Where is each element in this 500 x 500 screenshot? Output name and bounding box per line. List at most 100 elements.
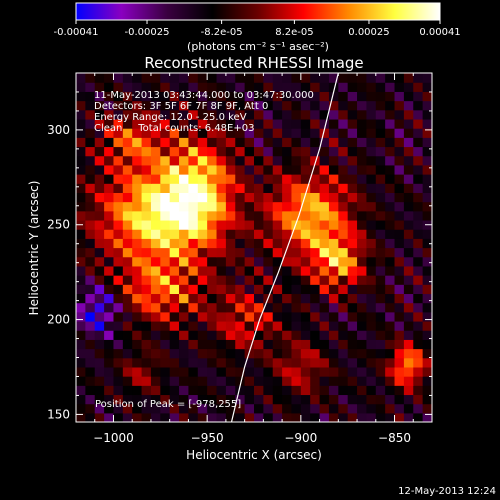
heatmap-cell [141, 192, 152, 203]
heatmap-cell [225, 91, 236, 102]
heatmap-cell [132, 385, 143, 396]
heatmap-cell [85, 412, 96, 422]
heatmap-cell [235, 82, 246, 92]
heatmap-cell [366, 385, 377, 396]
heatmap-cell [235, 339, 246, 350]
heatmap-cell [207, 247, 218, 258]
heatmap-cell [366, 219, 377, 230]
heatmap-cell [347, 330, 358, 340]
heatmap-cell [104, 201, 115, 212]
heatmap-cell [150, 192, 161, 203]
heatmap-cell [235, 320, 246, 331]
heatmap-cell [357, 146, 368, 157]
heatmap-cell [403, 238, 414, 249]
heatmap-cell [291, 109, 302, 120]
heatmap-cell [254, 357, 264, 368]
heatmap-cell [385, 155, 396, 166]
heatmap-cell [132, 348, 143, 359]
heatmap-cell [169, 348, 180, 359]
heatmap-cell [272, 73, 283, 83]
heatmap-cell [244, 229, 255, 239]
heatmap-cell [422, 293, 432, 304]
heatmap-cell [263, 376, 274, 386]
heatmap-cell [375, 238, 386, 249]
heatmap-cell [179, 412, 190, 422]
heatmap-cell [291, 238, 302, 249]
heatmap-cell [366, 109, 377, 120]
heatmap-cell [141, 394, 152, 405]
heatmap-cell [225, 376, 236, 386]
heatmap-cell [150, 100, 161, 111]
heatmap-cell [272, 403, 283, 414]
heatmap-cell [394, 229, 405, 239]
heatmap-cell [76, 339, 86, 350]
heatmap-cell [225, 146, 236, 157]
heatmap-cell [76, 247, 86, 258]
heatmap-cell [422, 330, 432, 340]
heatmap-cell [272, 376, 283, 386]
heatmap-cell [235, 284, 246, 295]
heatmap-cell [254, 146, 264, 157]
heatmap-cell [76, 174, 86, 184]
heatmap-cell [328, 201, 339, 212]
heatmap-cell [300, 311, 311, 322]
heatmap-cell [94, 320, 105, 331]
heatmap-cell [319, 82, 330, 92]
heatmap-cell [403, 219, 414, 230]
heatmap-cell [357, 128, 368, 138]
heatmap-cell [347, 238, 358, 249]
heatmap-cell [272, 302, 283, 313]
heatmap-cell [413, 275, 424, 285]
heatmap-cell [141, 311, 152, 322]
heatmap-cell [122, 394, 133, 405]
heatmap-cell [319, 265, 330, 276]
heatmap-cell [235, 265, 246, 276]
heatmap-cell [310, 275, 321, 285]
heatmap-cell [366, 128, 377, 138]
heatmap-cell [76, 302, 86, 313]
heatmap-cell [113, 164, 124, 175]
heatmap-cell [291, 302, 302, 313]
heatmap-cell [132, 311, 143, 322]
heatmap-cell [244, 394, 255, 405]
heatmap-cell [385, 118, 396, 129]
heatmap-cell [169, 229, 180, 239]
heatmap-cell [216, 73, 227, 83]
heatmap-cell [310, 174, 321, 184]
heatmap-cell [357, 201, 368, 212]
heatmap-cell [375, 201, 386, 212]
heatmap-cell [272, 174, 283, 184]
heatmap-cell [413, 100, 424, 111]
heatmap-cell [169, 320, 180, 331]
heatmap-cell [413, 320, 424, 331]
heatmap-cell [113, 376, 124, 386]
heatmap-cell [403, 146, 414, 157]
heatmap-cell [179, 128, 190, 138]
heatmap-cell [160, 155, 171, 166]
heatmap-cell [263, 109, 274, 120]
heatmap-cell [272, 412, 283, 422]
heatmap-cell [179, 275, 190, 285]
heatmap-cell [347, 192, 358, 203]
heatmap-cell [413, 357, 424, 368]
heatmap-cell [263, 238, 274, 249]
heatmap-cell [244, 100, 255, 111]
heatmap-cell [282, 109, 293, 120]
heatmap-cell [235, 73, 246, 83]
heatmap-cell [300, 366, 311, 377]
heatmap-cell [150, 376, 161, 386]
heatmap-cell [76, 357, 86, 368]
heatmap-cell [366, 73, 377, 83]
heatmap-cell [179, 394, 190, 405]
heatmap-cell [160, 201, 171, 212]
heatmap-cell [160, 128, 171, 138]
heatmap-cell [225, 128, 236, 138]
heatmap-cell [263, 183, 274, 193]
heatmap-cell [300, 238, 311, 249]
heatmap-cell [113, 73, 124, 83]
heatmap-cell [319, 348, 330, 359]
heatmap-cell [132, 275, 143, 285]
heatmap-cell [357, 164, 368, 175]
heatmap-cell [94, 210, 105, 221]
heatmap-cell [263, 73, 274, 83]
